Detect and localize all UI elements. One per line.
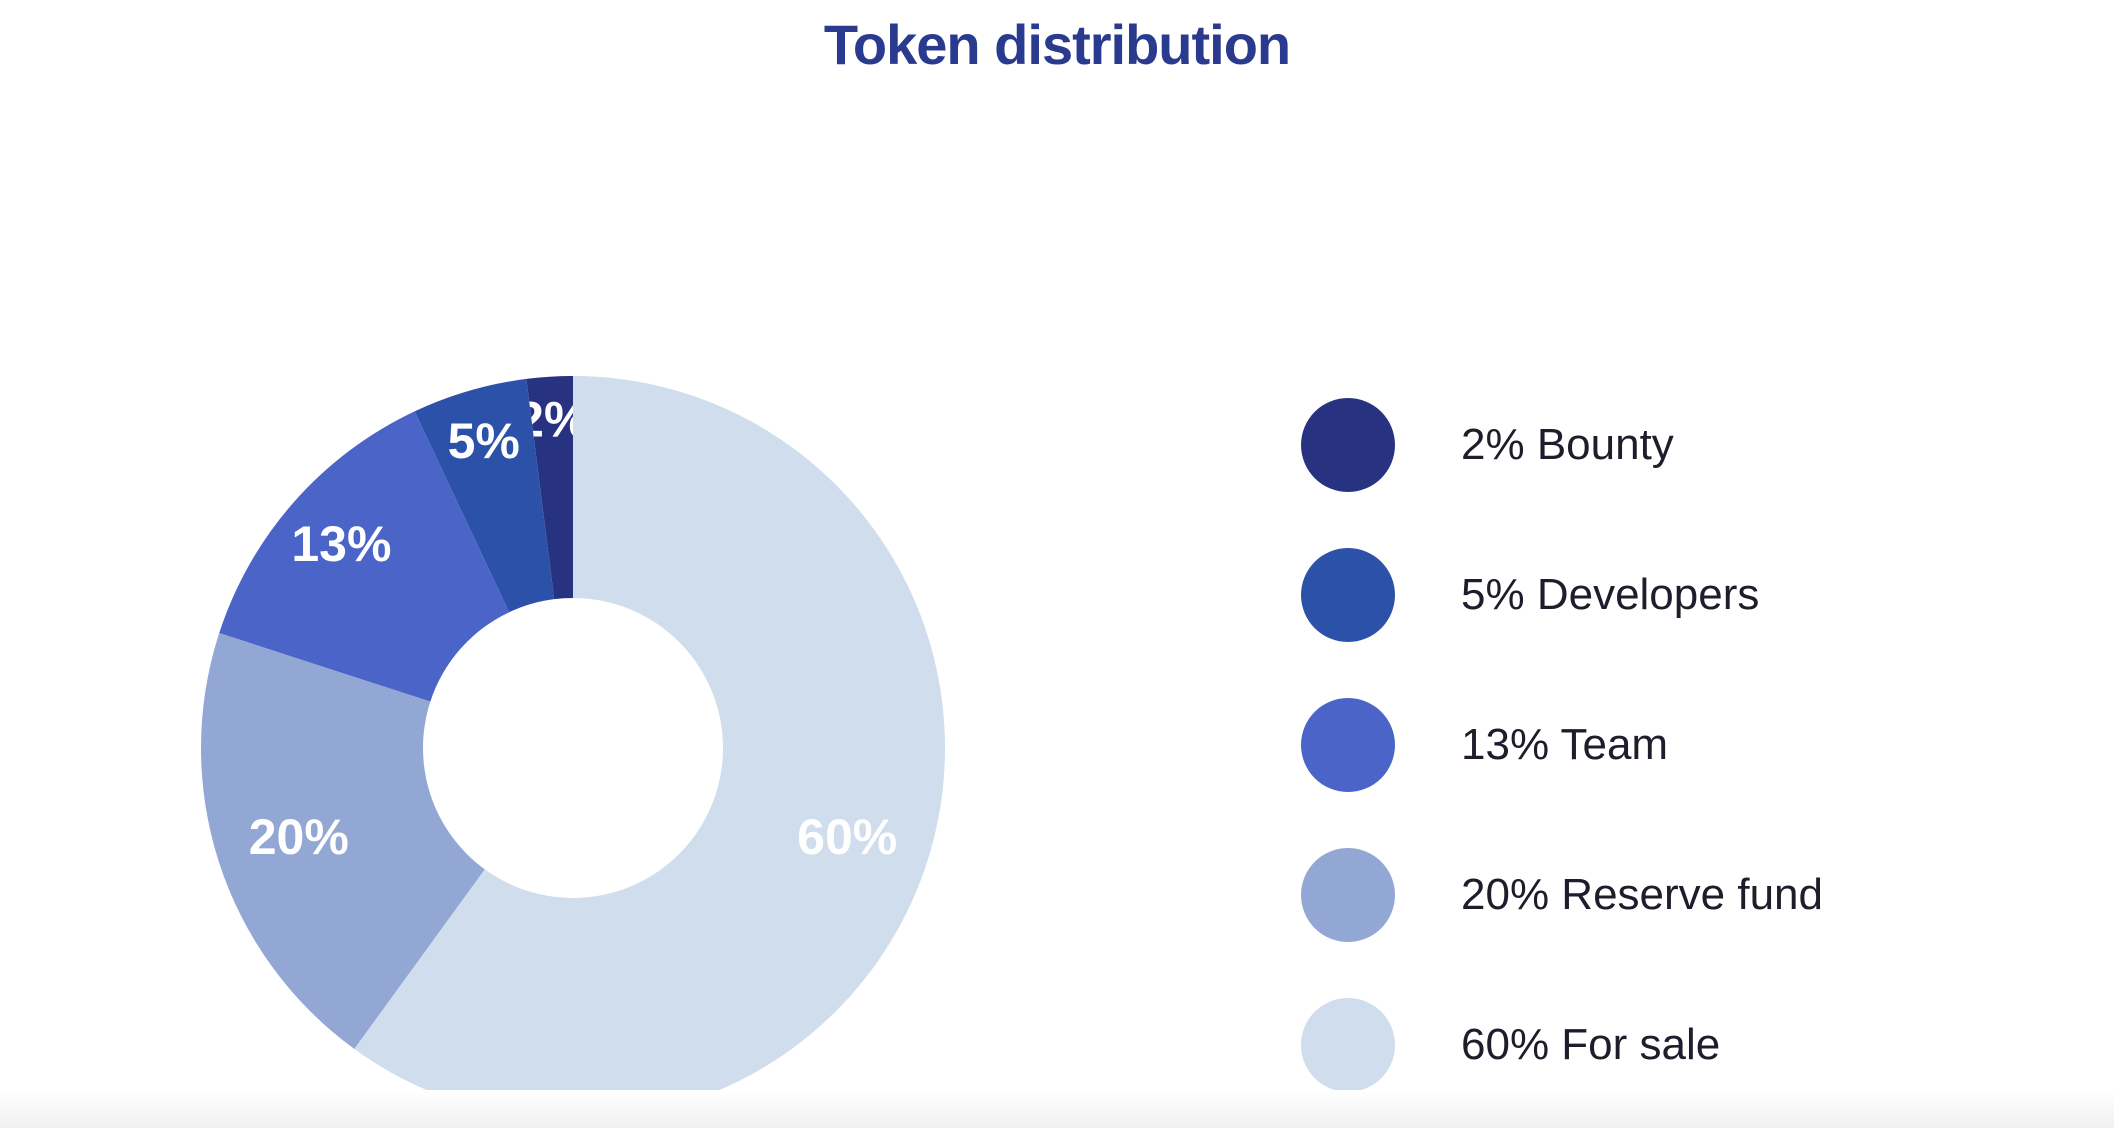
legend-label: 20% Reserve fund bbox=[1461, 870, 1823, 919]
legend-item: 20% Reserve fund bbox=[1301, 848, 1823, 942]
legend-label: 2% Bounty bbox=[1461, 420, 1674, 469]
legend-item: 5% Developers bbox=[1301, 548, 1823, 642]
legend-item: 60% For sale bbox=[1301, 998, 1823, 1092]
donut-chart: 2%5%13%20% 60% bbox=[201, 376, 946, 1120]
slice-percent-label: 5% bbox=[448, 413, 520, 469]
chart-title: Token distribution bbox=[823, 13, 1291, 76]
donut-slice-bounty bbox=[526, 376, 573, 600]
slice-percent-label: 13% bbox=[291, 516, 391, 572]
chart-legend: 2% Bounty 5% Developers 13% Team 20% Reserv… bbox=[1301, 398, 1823, 1092]
donut-slice-for-sale bbox=[354, 376, 946, 1120]
legend-item: 2% Bounty bbox=[1301, 398, 1823, 492]
legend-label: 60% For sale bbox=[1461, 1020, 1721, 1069]
legend-color-dot bbox=[1301, 998, 1395, 1092]
legend-color-dot bbox=[1301, 848, 1395, 942]
donut-slice-developers bbox=[414, 378, 555, 613]
donut-slice-reserve-fund bbox=[201, 633, 485, 1049]
slice-percent-label: 20% bbox=[249, 809, 349, 865]
legend-color-dot bbox=[1301, 698, 1395, 792]
section-divider bbox=[0, 1090, 2114, 1128]
legend-item: 13% Team bbox=[1301, 698, 1823, 792]
legend-label: 5% Developers bbox=[1461, 570, 1760, 619]
donut-slice-team bbox=[219, 411, 510, 702]
legend-color-dot bbox=[1301, 398, 1395, 492]
legend-label: 13% Team bbox=[1461, 720, 1669, 769]
legend-color-dot bbox=[1301, 548, 1395, 642]
slice-percent-label: 60% bbox=[797, 809, 897, 865]
